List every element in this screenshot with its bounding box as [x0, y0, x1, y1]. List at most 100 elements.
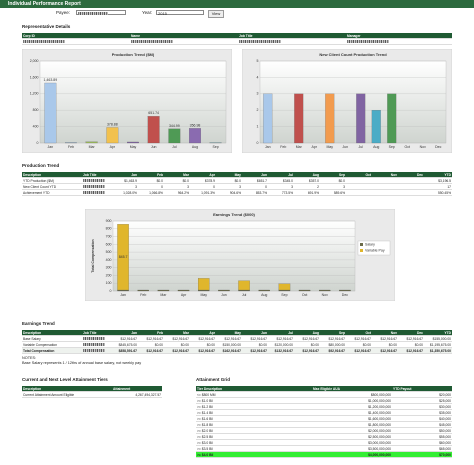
table-row: New Client Count YTD 3 0 3 0 3 0 3 2 3 17 — [22, 183, 452, 190]
cell: $2,000,000,000 — [312, 427, 392, 434]
payee-label: Payee: — [56, 10, 71, 15]
cell: $0.00 — [398, 341, 424, 348]
column-header: Apr — [190, 330, 216, 336]
x-tick-label: Nov — [322, 293, 328, 297]
blurred-value — [23, 40, 66, 44]
column-header: Jun — [242, 172, 268, 178]
note: NOTES: — [22, 356, 37, 360]
y-tick-label: 800 — [106, 227, 112, 231]
bar — [85, 141, 98, 144]
bar — [177, 289, 190, 292]
cell: 0 — [138, 183, 164, 190]
bar — [137, 289, 149, 292]
cell: $1,195,675.00 — [424, 341, 452, 348]
data-label: 845.7 — [119, 255, 128, 259]
plot-area — [112, 220, 356, 292]
cell: >= $1.8 Bil — [196, 421, 312, 428]
cell: $12,916.67 — [398, 335, 424, 342]
column-header: Mar — [164, 330, 190, 336]
table-row — [22, 38, 452, 45]
x-tick-label: Aug — [192, 145, 198, 149]
cell: 0 — [190, 183, 216, 190]
cell: >= $4.0 Bil — [196, 451, 312, 458]
column-header: Feb — [138, 172, 164, 178]
payee-select[interactable] — [76, 10, 126, 16]
data-label: 651.74 — [148, 111, 159, 115]
cell: 3 — [216, 183, 242, 190]
column-header: Attainment — [112, 386, 162, 392]
y-tick-label: 400 — [33, 125, 39, 129]
cell — [372, 189, 398, 196]
column-header: Job Title — [238, 33, 346, 39]
cell: $1,200,000,000 — [312, 403, 392, 410]
bar — [371, 110, 381, 144]
cell: $0.00 — [294, 341, 320, 348]
cell — [372, 183, 398, 190]
cell: $70,000 — [392, 451, 452, 458]
cell: $12,916.67 — [190, 347, 216, 354]
header-row: Description Job Title Jan Feb Mar Apr May Jun Ju… — [22, 330, 452, 336]
column-header: Description — [22, 386, 112, 392]
bar — [44, 82, 57, 144]
column-header: Nov — [372, 330, 398, 336]
bar — [198, 278, 210, 291]
section-title: Attainment Grid — [196, 377, 231, 382]
cell: 691.9% — [294, 189, 320, 196]
cell: $0.0 — [216, 177, 242, 184]
view-button[interactable]: View — [208, 9, 224, 18]
section-title: Representative Details — [22, 24, 71, 29]
cell: $12,916.67 — [294, 335, 320, 342]
cell: $1,600,000,000 — [312, 415, 392, 422]
cell: $858,591.67 — [112, 347, 138, 354]
cell: 964.2% — [164, 189, 190, 196]
table-row: Achievement YTD 1,028.0% 1,066.8% 964.2% 1,0… — [22, 189, 452, 196]
cell: $3,000,000,000 — [312, 439, 392, 446]
cell: <= $800 MM — [196, 391, 312, 398]
cell: $162,916.67 — [216, 347, 242, 354]
year-select[interactable]: 2015 — [156, 10, 204, 16]
y-axis-label: Total Compensation — [91, 239, 95, 272]
y-tick-label: 0 — [37, 141, 39, 145]
bar — [278, 289, 291, 292]
y-tick-label: 800 — [33, 108, 39, 112]
cell: $0.00 — [190, 341, 216, 348]
column-header: Aug — [294, 172, 320, 178]
cell: Variable Compensation — [22, 341, 82, 348]
cell: Total Compensation — [22, 347, 82, 354]
cell: $12,916.67 — [268, 335, 294, 342]
cell — [82, 189, 112, 196]
column-header: Jan — [112, 172, 138, 178]
cell: $155,000.00 — [424, 335, 452, 342]
x-tick-label: Apr — [110, 145, 116, 149]
cell: New Client Count YTD — [22, 183, 82, 190]
cell — [346, 38, 452, 45]
legend-box — [357, 240, 391, 256]
x-tick-label: Sep — [389, 145, 395, 149]
cell: >= $2.5 Bil — [196, 433, 312, 440]
cell: $357.0 — [294, 177, 320, 184]
y-tick-label: 900 — [106, 219, 112, 223]
table: Description Attainment Current Attainment … — [22, 386, 162, 398]
bar — [198, 289, 210, 292]
bar — [238, 280, 250, 291]
x-tick-label: Jul — [242, 293, 247, 297]
cell: $651.7 — [242, 177, 268, 184]
cell — [130, 38, 238, 45]
header-row: Corp ID Name Job Title Manager — [22, 33, 452, 39]
column-header: Aug — [294, 330, 320, 336]
cell: $50,000 — [392, 427, 452, 434]
chart-title: New Client Count Production Trend — [319, 52, 387, 57]
bar — [263, 93, 273, 144]
cell — [82, 335, 112, 342]
cell: $12,916.67 — [320, 335, 346, 342]
x-tick-label: Sep — [213, 145, 219, 149]
column-header: YTD — [424, 330, 452, 336]
y-tick-label: 3 — [257, 92, 259, 96]
cell: $12,916.67 — [138, 335, 164, 342]
cell: $0.00 — [138, 341, 164, 348]
column-header: Feb — [138, 330, 164, 336]
cell: 3 — [320, 183, 346, 190]
chart-title: Production Trend ($M) — [112, 52, 155, 57]
y-tick-label: 700 — [106, 234, 112, 238]
cell — [82, 177, 112, 184]
